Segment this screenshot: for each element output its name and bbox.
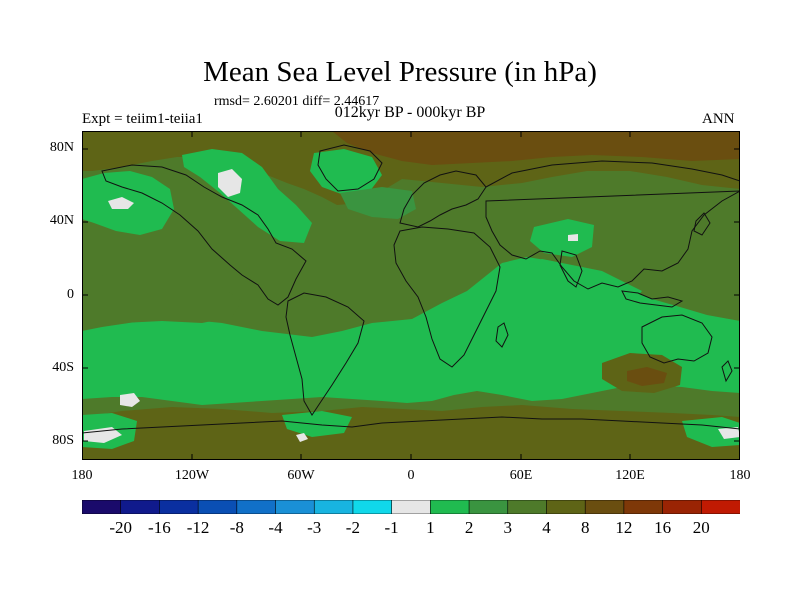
ross-white-strip <box>718 427 740 439</box>
greenland-coast <box>317 144 383 192</box>
colorbar-swatches <box>82 500 740 514</box>
colorbar-tick-label: -3 <box>307 518 322 537</box>
africa-coast <box>393 226 501 368</box>
map-ticks <box>82 131 740 460</box>
colorbar-tick-label: -2 <box>345 518 360 537</box>
map-panel <box>82 131 740 460</box>
pressure-map <box>82 131 740 460</box>
colorbar-tick-label: 16 <box>654 518 672 537</box>
asia-white-spot <box>568 234 578 241</box>
greenland-white-spot <box>218 169 242 197</box>
australia-south-core <box>627 367 667 386</box>
greenland-negative <box>310 149 382 195</box>
colorbar-tick-label: 8 <box>580 518 590 537</box>
colorbar-swatch <box>82 500 122 514</box>
colorbar-swatch <box>546 500 586 514</box>
central-asia-negative <box>530 219 594 257</box>
north-america-coast <box>101 164 307 306</box>
lat-label-equator: 0 <box>67 287 74 302</box>
mediterranean-patch <box>340 187 416 219</box>
colorbar-tick-label: 1 <box>426 518 435 537</box>
india-coast <box>559 250 583 288</box>
colorbar-tick-label: 4 <box>542 518 551 537</box>
antarctic-white-dot <box>296 433 308 442</box>
plot-subtitle: 012kyr BP - 000kyr BP <box>334 104 486 121</box>
south-america-coast <box>285 292 365 416</box>
lon-label-0: 0 <box>407 468 415 483</box>
south-pacific-white-spot <box>120 393 140 407</box>
indonesia-coast <box>621 290 684 308</box>
new-zealand-coast <box>721 360 733 383</box>
colorbar-tick-label: -8 <box>229 518 244 537</box>
colorbar-tick-label: -16 <box>148 518 171 537</box>
colorbar-swatch <box>700 500 740 514</box>
colorbar-tick-label: -20 <box>109 518 133 537</box>
colorbar-swatch <box>662 500 703 514</box>
lat-label-80s: 80S <box>52 433 74 448</box>
colorbar-swatch <box>623 500 664 514</box>
lat-label-40s: 40S <box>52 360 74 375</box>
lat-label-40n: 40N <box>49 213 74 228</box>
asia-coast <box>485 160 740 290</box>
colorbar-tick-label: 12 <box>615 518 633 537</box>
australia-coast <box>641 314 713 364</box>
colorbar-swatch <box>507 500 548 514</box>
lon-label-60e: 60E <box>509 468 533 483</box>
lat-label-80n: 80N <box>49 140 74 155</box>
colorbar-tick-label: -4 <box>268 518 283 537</box>
colorbar-swatch <box>120 500 161 514</box>
colorbar-swatch <box>159 500 199 514</box>
colorbar-swatch <box>391 500 432 514</box>
antarctic-positive <box>82 405 740 460</box>
colorbar-swatch <box>352 500 393 514</box>
indian-ocean-negative <box>482 259 642 321</box>
north-atlantic-negative <box>182 149 312 243</box>
lon-label-60w: 60W <box>287 468 315 483</box>
madagascar-coast <box>495 322 509 348</box>
plot-title: Mean Sea Level Pressure (in hPa) <box>203 56 597 88</box>
lon-label-180e: 180 <box>729 468 751 483</box>
experiment-label: Expt = teiim1-teiia1 <box>82 111 203 127</box>
coastlines <box>82 144 740 434</box>
colorbar-tick-label: -12 <box>186 518 210 537</box>
arctic-dark-anomaly <box>332 131 740 165</box>
stats-label: rmsd= 2.60201 diff= 2.44617 <box>214 94 380 109</box>
colorbar-swatch <box>275 500 316 514</box>
south-pacific-positive <box>82 271 242 329</box>
antarctic-white-strip <box>84 427 122 443</box>
colorbar-tick-label: 20 <box>692 518 710 537</box>
lon-label-120e: 120E <box>615 468 645 483</box>
colorbar-swatch <box>468 500 509 514</box>
colorbar-swatch <box>313 500 354 514</box>
colorbar-swatch <box>584 500 625 514</box>
lon-label-180w: 180 <box>71 468 93 483</box>
alaska-white-spot <box>108 197 134 209</box>
colorbar <box>82 500 740 514</box>
colorbar-tick-label: 3 <box>503 518 513 537</box>
season-label: ANN <box>702 111 735 127</box>
colorbar-swatch <box>197 500 238 514</box>
colorbar-swatch <box>430 500 470 514</box>
japan-coast <box>693 212 711 236</box>
colorbar-tick-label: -1 <box>384 518 399 537</box>
colorbar-swatch <box>236 500 277 514</box>
colorbar-tick-label: 2 <box>464 518 474 537</box>
lon-label-120w: 120W <box>174 468 210 483</box>
antarctica-coast <box>82 416 740 434</box>
